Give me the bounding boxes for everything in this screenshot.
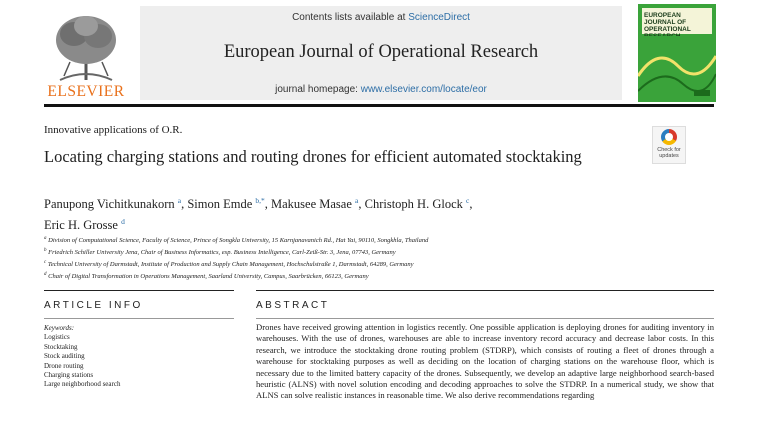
cover-title-panel (642, 8, 712, 34)
crossmark-icon (661, 129, 677, 145)
author[interactable]: Eric H. Grosse d (44, 217, 125, 233)
affiliation: b Friedrich Schiller University Jena, Ch… (44, 248, 396, 257)
journal-cover-thumbnail[interactable]: EUROPEAN JOURNAL OF OPERATIONAL RESEARCH (638, 4, 716, 102)
keyword: Logistics (44, 333, 70, 342)
keyword: Stocktaking (44, 342, 78, 351)
affiliation: c Technical University of Darmstadt, Ins… (44, 260, 414, 269)
abstract-text: Drones have received growing attention i… (256, 322, 714, 401)
keyword: Drone routing (44, 361, 84, 370)
elsevier-logo[interactable]: ELSEVIER (44, 6, 128, 102)
header-rule (44, 104, 714, 107)
affiliation-list: a Division of Computational Science, Fac… (44, 234, 714, 283)
homepage-line: journal homepage: www.elsevier.com/locat… (140, 84, 622, 95)
abstract-top-rule (256, 290, 714, 291)
affiliation: d Chair of Digital Transformation in Ope… (44, 272, 369, 281)
journal-header: ELSEVIER Contents lists available at Sci… (44, 4, 716, 104)
affiliation: a Division of Computational Science, Fac… (44, 236, 429, 245)
elsevier-tree-icon (50, 10, 122, 84)
contents-line: Contents lists available at ScienceDirec… (140, 12, 622, 23)
paper-title: Locating charging stations and routing d… (44, 147, 582, 166)
keyword: Charging stations (44, 371, 94, 380)
crossmark-label: Check for updates (657, 147, 681, 159)
keywords-block: Keywords: Logistics Stocktaking Stock au… (44, 324, 234, 390)
author[interactable]: Christoph H. Glock c (364, 196, 470, 212)
publisher-name: ELSEVIER (47, 83, 125, 100)
keywords-heading: Keywords: (44, 324, 75, 332)
abstract-heading: ABSTRACT (256, 300, 330, 311)
homepage-prefix: journal homepage: (275, 84, 361, 95)
author[interactable]: Simon Emde b,* (187, 196, 265, 212)
author-list: Panupong Vichitkunakorn a, Simon Emde b,… (44, 196, 473, 233)
article-section-label: Innovative applications of O.R. (44, 124, 183, 136)
abstract-rule (256, 318, 714, 319)
journal-title[interactable]: European Journal of Operational Research (223, 42, 539, 62)
check-for-updates-badge[interactable]: Check for updates (652, 126, 686, 164)
contents-prefix: Contents lists available at (292, 12, 409, 23)
article-info-rule (44, 318, 234, 319)
article-info-heading: ARTICLE INFO (44, 300, 143, 311)
article-info-top-rule (44, 290, 234, 291)
keyword: Stock auditing (44, 352, 85, 361)
author[interactable]: Panupong Vichitkunakorn a (44, 196, 182, 212)
author[interactable]: Makusee Masae a (271, 196, 359, 212)
journal-banner: Contents lists available at ScienceDirec… (140, 6, 622, 100)
homepage-link[interactable]: www.elsevier.com/locate/eor (360, 84, 487, 95)
cover-art-icon (638, 36, 716, 102)
sciencedirect-link[interactable]: ScienceDirect (408, 12, 470, 23)
keyword: Large neighborhood search (44, 380, 121, 389)
